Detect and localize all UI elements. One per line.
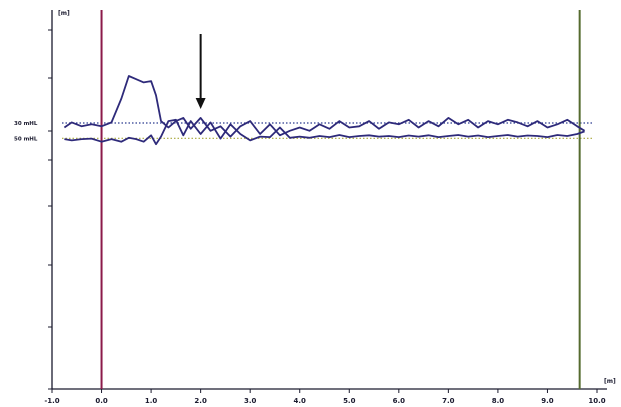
y-unit-label: [m]: [58, 10, 70, 17]
x-tick-label: 4.0: [294, 397, 307, 405]
x-tick-label: 0.0: [95, 397, 108, 405]
reference-lines-group: 30 mHL 50 mHL: [14, 121, 592, 142]
reference-line-label: 50 mHL: [14, 136, 38, 142]
x-tick-label: 9.0: [541, 397, 554, 405]
reference-line-label: 30 mHL: [14, 121, 38, 127]
series-group: [63, 75, 586, 146]
x-tick-label: 7.0: [442, 397, 455, 405]
series-line: [63, 75, 586, 138]
series-line: [64, 118, 585, 146]
x-tick-label: 6.0: [393, 397, 406, 405]
x-unit-label: [m]: [604, 378, 616, 385]
arrow-head: [195, 98, 206, 109]
vertical-markers-group: [100, 10, 581, 389]
x-tick-label: 8.0: [492, 397, 505, 405]
x-tick-label: 3.0: [244, 397, 257, 405]
x-tick-label: 5.0: [343, 397, 356, 405]
x-tick-label: 10.0: [588, 397, 605, 405]
axes-group: -1.0 0.0 1.0 2.0 3.0 4.0 5.0 6.0 7.0 8.0 9.0 10.0: [44, 10, 607, 405]
annotations-group: [195, 34, 206, 109]
x-tick-label: 2.0: [194, 397, 207, 405]
x-tick-label: 1.0: [145, 397, 158, 405]
x-tick-label: -1.0: [44, 397, 59, 405]
